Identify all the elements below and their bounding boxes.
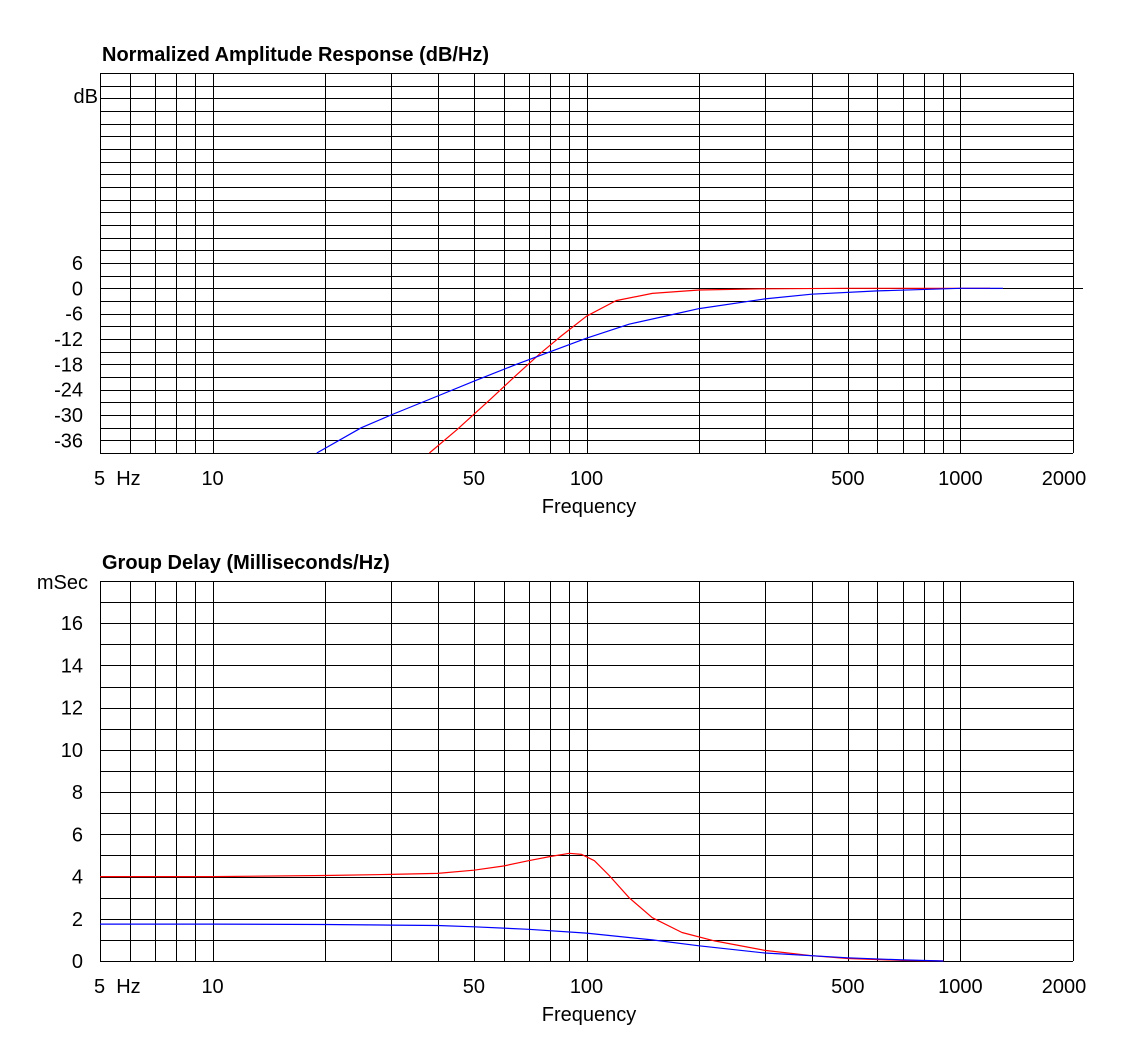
group-delay-grid	[100, 581, 1074, 962]
x-tick-label: 1000	[938, 468, 983, 490]
amplitude-x-axis-label: Frequency	[542, 496, 637, 518]
y-tick-label: 0	[72, 278, 83, 300]
group-delay-y-axis-label: mSec	[37, 572, 88, 594]
amplitude-x-ticks: 5 Hz 10 50 100 500 1000 2000	[94, 468, 1086, 490]
group-delay-x-ticks: 5 Hz 10 50 100 500 1000 2000	[94, 976, 1086, 998]
series-line-blue	[316, 287, 1003, 454]
y-tick-label: 16	[61, 613, 83, 635]
x-tick-label: 1000	[938, 976, 983, 998]
amplitude-y-axis-label: dB	[74, 86, 98, 108]
x-tick-label: 100	[570, 468, 603, 490]
amplitude-chart-title: Normalized Amplitude Response (dB/Hz)	[102, 44, 489, 66]
x-tick-label: 2000	[1042, 468, 1087, 490]
series-line-red	[100, 852, 944, 962]
series-line-red	[429, 287, 990, 454]
y-tick-label: 6	[72, 253, 83, 275]
series-line-blue	[100, 923, 944, 962]
y-tick-label: 10	[61, 740, 83, 762]
group-delay-chart: Group Delay (Milliseconds/Hz) 0 2 4 6 8 10 12 1…	[37, 552, 1086, 1026]
y-tick-label: -24	[54, 380, 83, 402]
y-tick-label: -18	[54, 354, 83, 376]
y-tick-label: 4	[72, 867, 83, 889]
y-tick-label: 0	[72, 951, 83, 973]
amplitude-series	[316, 287, 1003, 454]
x-tick-label: 5 Hz	[94, 468, 141, 490]
y-tick-label: -6	[65, 304, 83, 326]
x-tick-label: 10	[201, 976, 223, 998]
amplitude-y-ticks: 6 0 -6 -12 -18 -24 -30 -36	[54, 253, 83, 452]
x-tick-label: 50	[463, 468, 485, 490]
y-tick-label: 14	[61, 655, 83, 677]
y-tick-label: -12	[54, 329, 83, 351]
x-tick-label: 500	[831, 468, 864, 490]
group-delay-x-axis-label: Frequency	[542, 1004, 637, 1026]
y-tick-label: -36	[54, 430, 83, 452]
x-tick-label: 100	[570, 976, 603, 998]
y-tick-label: 6	[72, 824, 83, 846]
amplitude-grid	[100, 73, 1083, 454]
x-tick-label: 5 Hz	[94, 976, 141, 998]
x-tick-label: 2000	[1042, 976, 1087, 998]
y-tick-label: -30	[54, 405, 83, 427]
group-delay-series	[100, 852, 944, 962]
y-tick-label: 8	[72, 782, 83, 804]
group-delay-chart-title: Group Delay (Milliseconds/Hz)	[102, 552, 390, 574]
x-tick-label: 10	[201, 468, 223, 490]
x-tick-label: 50	[463, 976, 485, 998]
y-tick-label: 12	[61, 698, 83, 720]
amplitude-chart: Normalized Amplitude Response (dB/Hz) 6 0…	[54, 44, 1086, 518]
group-delay-y-ticks: 0 2 4 6 8 10 12 14 16	[61, 613, 83, 973]
y-tick-label: 2	[72, 909, 83, 931]
x-tick-label: 500	[831, 976, 864, 998]
